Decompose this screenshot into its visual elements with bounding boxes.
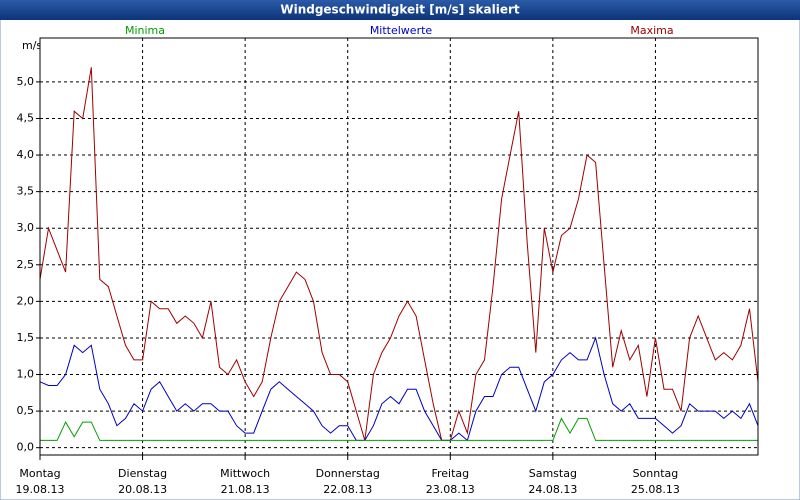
y-tick-label: 1,5 [17,331,35,344]
series-line [39,336,759,442]
x-tick-date: 22.08.13 [323,483,372,496]
series-line [40,417,758,441]
y-tick-label: 1,0 [17,368,35,381]
x-tick-date: 19.08.13 [16,483,65,496]
y-tick-label: 4,5 [17,111,35,124]
legend-entry: Maxima [630,24,673,37]
y-tick-label: 0,5 [17,404,35,417]
y-tick-label: 3,0 [17,221,35,234]
y-tick-label: 5,0 [17,75,35,88]
x-tick-date: 25.08.13 [631,483,680,496]
y-tick-label: 4,0 [17,148,35,161]
y-tick-label: 2,0 [17,294,35,307]
series-line [39,67,759,441]
legend-entry: Mittelwerte [370,24,433,37]
plot-border [39,37,759,456]
y-tick-label: 2,5 [17,258,35,271]
x-tick-date: 24.08.13 [528,483,577,496]
x-tick-label: Sonntag [633,467,679,480]
y-axis-label: m/s [22,39,42,52]
x-tick-label: Dienstag [118,467,167,480]
x-tick-label: Donnerstag [316,467,380,480]
plot-area [40,38,758,455]
title-bar [0,0,800,20]
x-tick-date: 20.08.13 [118,483,167,496]
y-tick-label: 0,0 [17,441,35,454]
legend-entry: Minima [125,24,165,37]
x-tick-label: Freitag [431,467,469,480]
x-tick-label: Mittwoch [220,467,270,480]
chart-title: Windgeschwindigkeit [m/s] skaliert [280,3,520,17]
x-tick-date: 21.08.13 [221,483,270,496]
x-tick-label: Samstag [529,467,577,480]
x-tick-label: Montag [19,467,60,480]
y-tick-label: 3,5 [17,185,35,198]
x-tick-date: 23.08.13 [426,483,475,496]
